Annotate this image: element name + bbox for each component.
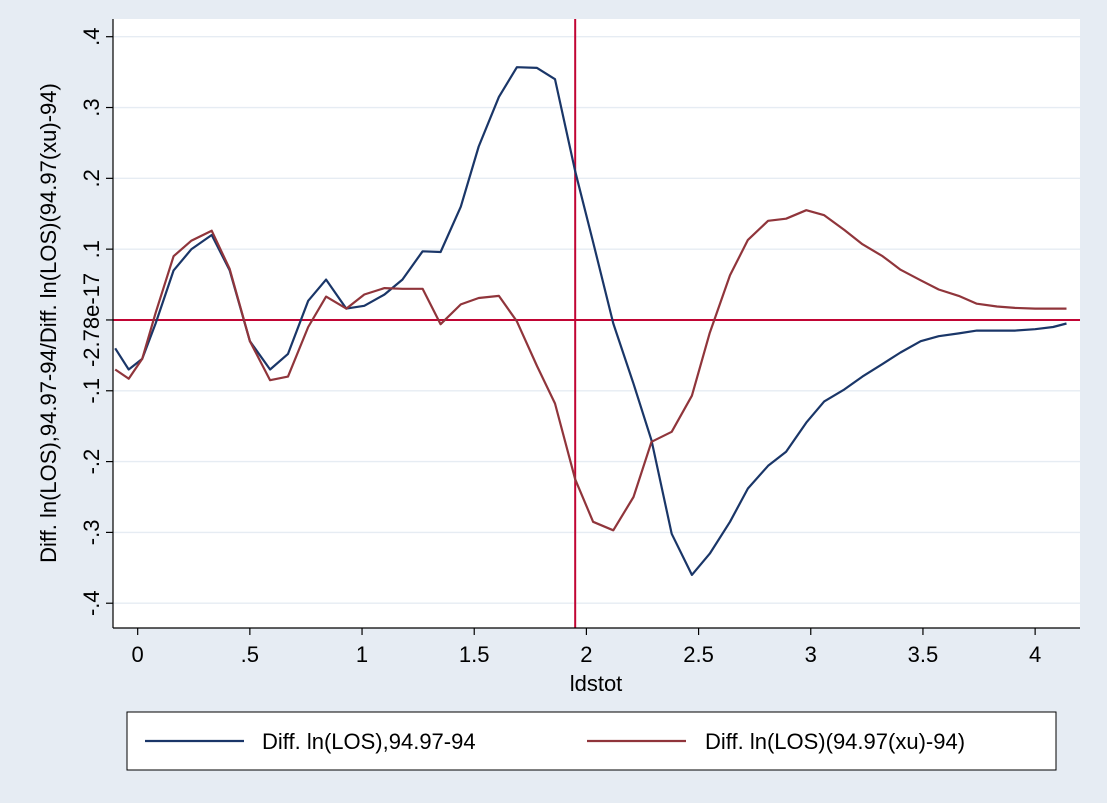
axes <box>112 19 1080 629</box>
y-tick-label: .2 <box>79 169 104 187</box>
x-axis-title: ldstot <box>570 671 623 696</box>
x-tick-label: 1.5 <box>459 642 490 667</box>
series-line-1 <box>114 66 1067 577</box>
x-tick-label: 1 <box>356 642 368 667</box>
y-tick-label: .4 <box>79 28 104 46</box>
y-axis-title: Diff. ln(LOS),94.97-94/Diff. ln(LOS)(94.… <box>36 83 61 563</box>
series-lines <box>114 66 1067 577</box>
y-tick-label: -.3 <box>79 520 104 546</box>
y-tick-label: .3 <box>79 98 104 116</box>
y-tick-label: -.1 <box>79 378 104 404</box>
x-tick-label: 0 <box>132 642 144 667</box>
x-tick-label: 2.5 <box>683 642 714 667</box>
y-tick-label: -.2 <box>79 449 104 475</box>
y-tick-label: -.4 <box>79 590 104 616</box>
legend-label-series-1: Diff. ln(LOS),94.97-94 <box>262 729 476 754</box>
x-tick-label: 3 <box>805 642 817 667</box>
series-line-2 <box>114 209 1067 532</box>
reference-lines <box>113 19 1080 628</box>
y-axis-ticks: -.4 -.3 -.2 -.1 -2.78e-17 .1 .2 .3 .4 <box>79 28 113 616</box>
y-tick-label: -2.78e-17 <box>79 273 104 367</box>
x-tick-label: 3.5 <box>908 642 939 667</box>
x-tick-label: .5 <box>241 642 259 667</box>
plot-area <box>113 19 1080 628</box>
legend: Diff. ln(LOS),94.97-94 Diff. ln(LOS)(94.… <box>126 711 1057 771</box>
grid-lines <box>113 36 1080 604</box>
legend-label-series-2: Diff. ln(LOS)(94.97(xu)-94) <box>705 729 965 754</box>
x-tick-label: 2 <box>580 642 592 667</box>
x-axis-ticks: 0 .5 1 1.5 2 2.5 3 3.5 4 <box>132 628 1041 667</box>
y-tick-label: .1 <box>79 240 104 258</box>
x-tick-label: 4 <box>1029 642 1041 667</box>
